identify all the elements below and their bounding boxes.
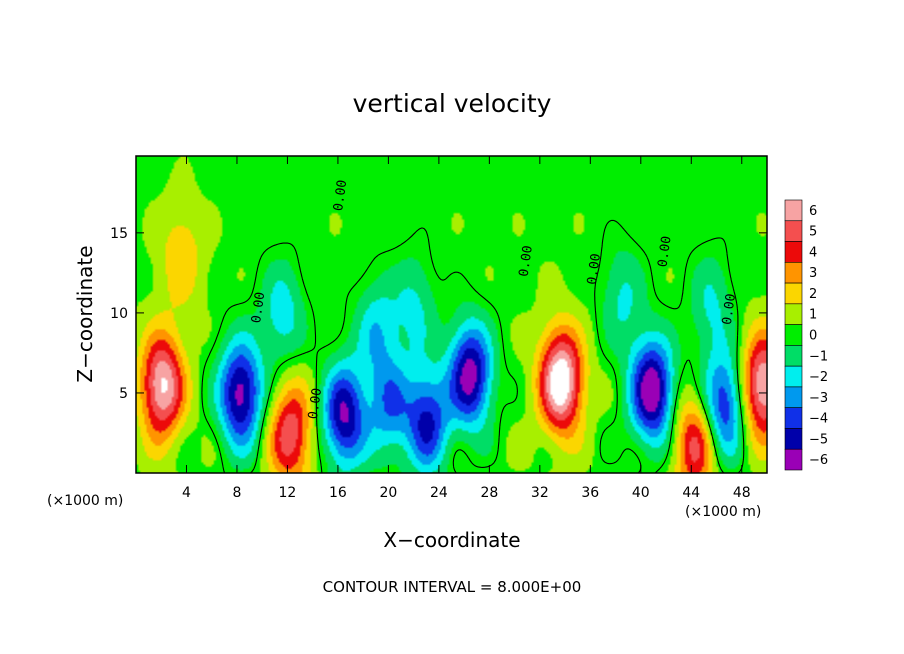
colorbar-label: −2 [809, 370, 828, 385]
contour-label: 0.00 [585, 253, 604, 286]
colorbar-label: −6 [809, 453, 828, 468]
colorbar-label: −4 [809, 412, 828, 427]
colorbar-swatch [784, 365, 803, 388]
colorbar-swatch [784, 448, 803, 471]
x-tick-label: 12 [279, 485, 297, 501]
colorbar-label: −5 [809, 432, 828, 447]
colorbar-swatch [784, 386, 803, 408]
y-axis-label: Z−coordinate [73, 245, 97, 382]
colorbar-swatch [784, 282, 803, 305]
plot-frame [135, 155, 768, 474]
x-tick-label: 4 [182, 485, 191, 501]
contour-lines [201, 219, 745, 474]
x-tick-label: 40 [632, 485, 650, 501]
colorbar-swatch [784, 241, 803, 263]
contour-label: 0.00 [306, 387, 325, 420]
colorbar-swatch [784, 407, 803, 429]
colorbar: 6 5 4 3 2 1 0 −1 −2 −3 −4 −5 −6 [784, 199, 828, 471]
contour-label: 0.00 [720, 293, 739, 326]
x-tick-label: 36 [581, 485, 599, 501]
x-tick-label: 28 [480, 485, 498, 501]
colorbar-label: −1 [809, 349, 828, 364]
x-tick-label: 8 [232, 485, 241, 501]
contour-label: 0.00 [249, 291, 268, 324]
colorbar-label: −3 [809, 391, 828, 406]
chart-title: vertical velocity [353, 89, 552, 118]
x-tick-label: 44 [682, 485, 700, 501]
plot-area: 0.00 0.00 0.00 0.00 0.00 0.00 0.00 [135, 155, 768, 474]
y-tick-label: 10 [110, 306, 128, 322]
contour-zero [201, 219, 745, 474]
colorbar-swatch [784, 345, 803, 367]
colorbar-swatch [784, 262, 803, 284]
colorbar-swatch [784, 428, 803, 450]
colorbar-swatch [784, 324, 803, 346]
x-axis-label: X−coordinate [383, 528, 520, 552]
contour-labels: 0.00 0.00 0.00 0.00 0.00 0.00 0.00 [249, 179, 739, 420]
colorbar-label: 6 [809, 204, 817, 219]
x-tick-label: 16 [329, 485, 347, 501]
colorbar-label: 2 [809, 287, 817, 302]
colorbar-swatch [784, 199, 803, 222]
x-axis-unit: (×1000 m) [685, 504, 761, 520]
colorbar-label: 0 [809, 329, 817, 344]
colorbar-swatch [784, 303, 803, 325]
x-tick-label: 48 [733, 485, 751, 501]
x-tick-label: 24 [430, 485, 448, 501]
colorbar-label: 3 [809, 266, 817, 281]
y-axis: 5 10 15 [110, 226, 767, 402]
colorbar-label: 4 [809, 245, 817, 260]
y-tick-label: 5 [119, 386, 128, 402]
x-tick-label: 32 [531, 485, 549, 501]
contour-label: 0.00 [517, 245, 536, 278]
contour-label: 0.00 [331, 179, 350, 212]
velocity-heatmap [136, 156, 767, 473]
contour-label: 0.00 [655, 235, 674, 268]
contour-interval-note: CONTOUR INTERVAL = 8.000E+00 [323, 578, 582, 596]
colorbar-label: 5 [809, 225, 817, 240]
colorbar-label: 1 [809, 308, 817, 323]
x-tick-label: 20 [379, 485, 397, 501]
y-tick-label: 15 [110, 226, 128, 242]
colorbar-swatch [784, 220, 803, 242]
y-axis-unit: (×1000 m) [47, 493, 123, 509]
x-axis: 4 8 12 16 20 24 28 32 36 40 44 48 [182, 156, 751, 501]
